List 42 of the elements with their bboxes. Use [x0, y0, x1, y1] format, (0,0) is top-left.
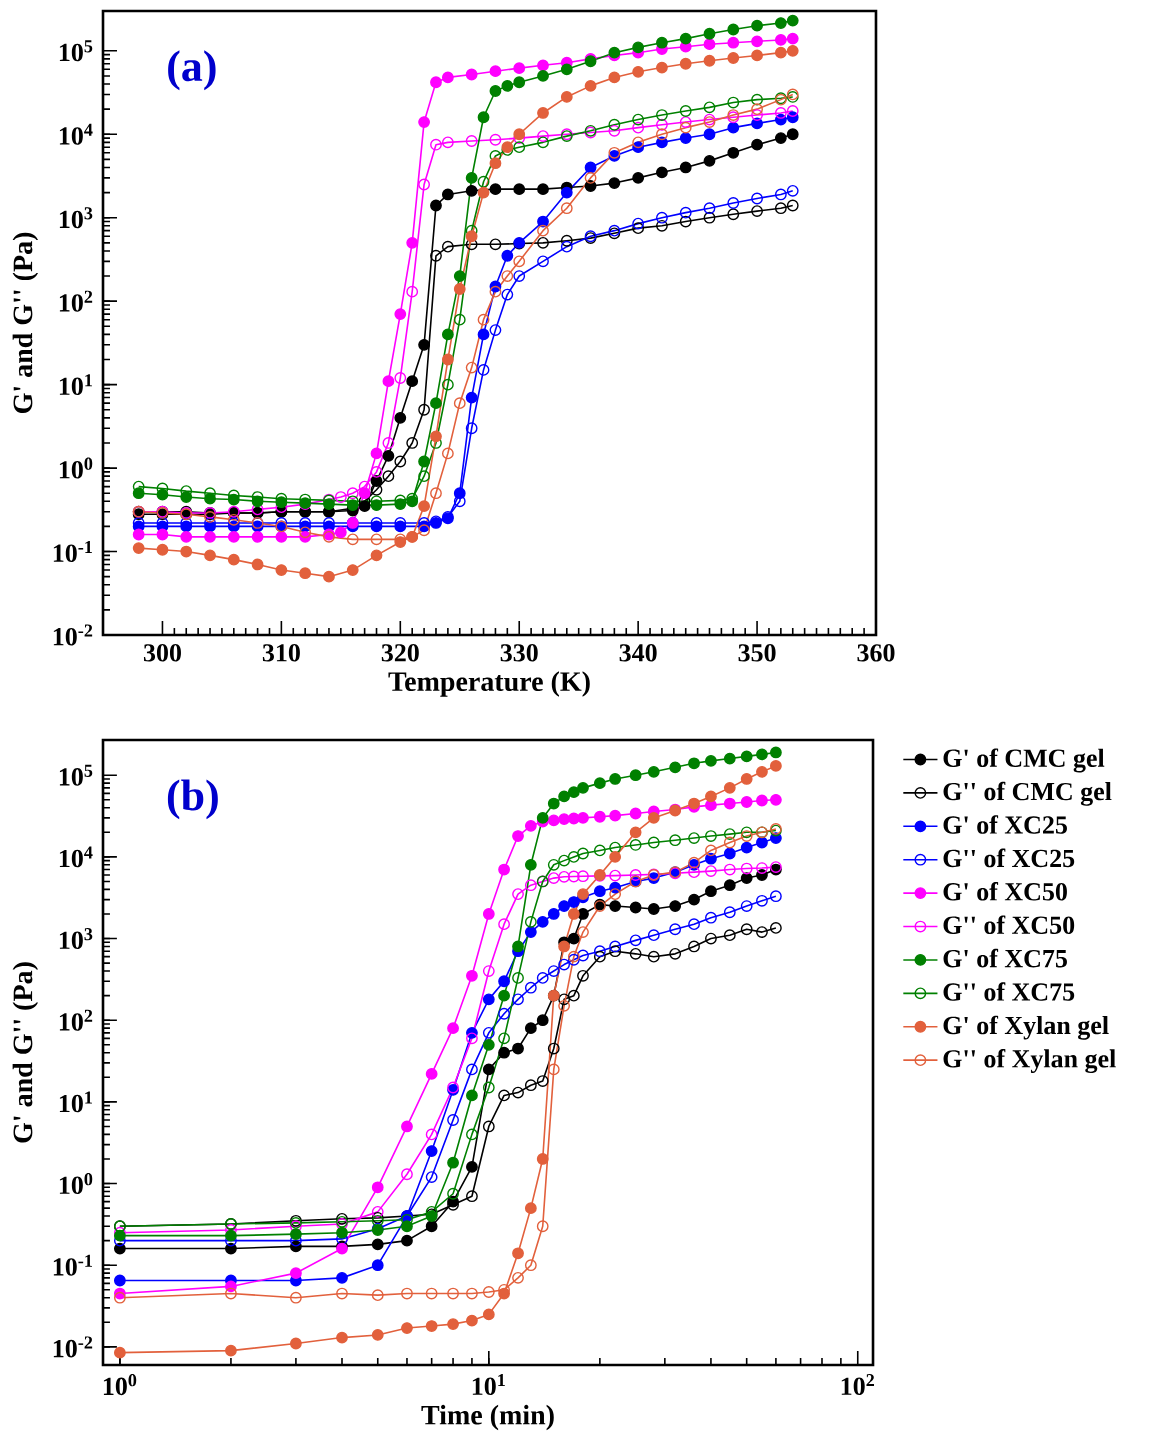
y-tick-label: 10$^{4}$ — [59, 123, 93, 145]
legend-label: G' of XC75 — [943, 948, 1067, 968]
x-tick-label: 350 — [738, 644, 776, 662]
y-tick-label: 10$^{5}$ — [59, 40, 93, 62]
legend-label: G'' of XC25 — [943, 848, 1075, 868]
y-tick-label: 10$^{-2}$ — [53, 1336, 93, 1358]
x-tick-label: 320 — [381, 644, 419, 662]
legend-label: G' of XC25 — [943, 815, 1067, 834]
y-tick-label: 10$^{2}$ — [59, 1009, 93, 1031]
y-tick-label: 10$^{1}$ — [59, 1091, 92, 1113]
x-tick-label: 330 — [500, 644, 538, 662]
y-tick-label: 10$^{1}$ — [59, 374, 92, 396]
y-tick-label: 10$^{-1}$ — [53, 541, 92, 563]
x-tick-label: 10$^{0}$ — [103, 1374, 137, 1396]
legend-label: G'' of XC50 — [943, 915, 1075, 934]
y-tick-label: 10$^{0}$ — [59, 1173, 93, 1195]
x-axis-title: Temperature (K) — [388, 671, 590, 697]
legend-label: G' of CMC gel — [943, 748, 1105, 773]
x-tick-label: 360 — [857, 644, 895, 662]
y-tick-label: 10$^{2}$ — [59, 290, 93, 312]
y-tick-label: 10$^{5}$ — [59, 764, 93, 786]
y-tick-label: 10$^{-2}$ — [53, 624, 93, 646]
y-tick-label: 10$^{0}$ — [59, 457, 93, 479]
annotation: (b) — [167, 779, 218, 820]
y-tick-label: 10$^{-1}$ — [53, 1254, 92, 1276]
y-tick-label: 10$^{3}$ — [59, 207, 93, 229]
legend-label: G' of XC50 — [943, 882, 1067, 901]
x-tick-label: 10$^{1}$ — [472, 1374, 505, 1396]
x-axis-title: Time (min) — [421, 1404, 554, 1431]
legend-label: G'' of XC75 — [943, 982, 1075, 1001]
legend-label: G' of Xylan gel — [943, 1015, 1109, 1040]
legend-label: G'' of CMC gel — [943, 781, 1112, 806]
x-tick-label: 10$^{2}$ — [841, 1374, 875, 1396]
legend-label: G'' of Xylan gel — [943, 1049, 1116, 1074]
y-tick-label: 10$^{4}$ — [59, 846, 93, 868]
y-axis-title: G' and G'' (Pa) — [12, 232, 39, 414]
y-tick-label: 10$^{3}$ — [59, 928, 93, 950]
x-tick-label: 340 — [619, 644, 657, 662]
annotation: (a) — [168, 50, 216, 91]
y-axis-title: G' and G'' (Pa) — [12, 962, 39, 1143]
x-tick-label: 300 — [143, 644, 181, 662]
x-tick-label: 310 — [262, 644, 300, 662]
